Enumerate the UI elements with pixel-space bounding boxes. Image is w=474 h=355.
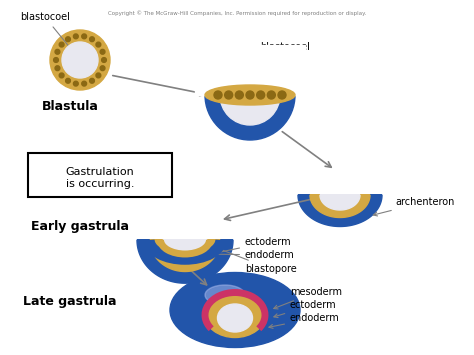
Circle shape bbox=[235, 91, 243, 99]
Text: ectoderm: ectoderm bbox=[274, 300, 337, 318]
Text: mesoderm: mesoderm bbox=[274, 287, 342, 309]
FancyBboxPatch shape bbox=[28, 153, 172, 197]
Circle shape bbox=[225, 91, 233, 99]
Circle shape bbox=[59, 73, 64, 78]
Text: ectoderm: ectoderm bbox=[213, 237, 292, 255]
Polygon shape bbox=[150, 240, 220, 272]
Polygon shape bbox=[137, 240, 233, 283]
Polygon shape bbox=[298, 195, 382, 226]
Circle shape bbox=[267, 91, 275, 99]
Text: Copyright © The McGraw-Hill Companies, Inc. Permission required for reproduction: Copyright © The McGraw-Hill Companies, I… bbox=[108, 10, 366, 16]
Circle shape bbox=[62, 42, 98, 78]
Circle shape bbox=[65, 78, 71, 83]
Circle shape bbox=[96, 73, 101, 78]
Text: Blastula: Blastula bbox=[42, 100, 99, 113]
Text: blastocoel: blastocoel bbox=[254, 42, 310, 63]
Circle shape bbox=[59, 42, 64, 47]
Circle shape bbox=[101, 58, 106, 62]
Circle shape bbox=[73, 34, 78, 39]
Polygon shape bbox=[310, 195, 370, 218]
Text: endoderm: endoderm bbox=[207, 250, 295, 260]
Circle shape bbox=[73, 81, 78, 86]
Text: Late gastrula: Late gastrula bbox=[23, 295, 117, 308]
Ellipse shape bbox=[205, 285, 245, 305]
Circle shape bbox=[90, 37, 94, 42]
Circle shape bbox=[205, 50, 295, 140]
Circle shape bbox=[100, 49, 105, 54]
Bar bbox=[210, 60, 290, 95]
Circle shape bbox=[96, 42, 101, 47]
Circle shape bbox=[246, 91, 254, 99]
Text: archenteron: archenteron bbox=[374, 197, 455, 216]
Text: Gastrulation
is occurring.: Gastrulation is occurring. bbox=[65, 167, 134, 189]
Circle shape bbox=[82, 34, 87, 39]
Circle shape bbox=[100, 66, 105, 71]
Text: blastocoel: blastocoel bbox=[20, 12, 77, 57]
Circle shape bbox=[278, 91, 286, 99]
Text: blastopore: blastopore bbox=[208, 244, 297, 274]
Circle shape bbox=[82, 81, 87, 86]
Ellipse shape bbox=[218, 304, 253, 332]
Circle shape bbox=[50, 30, 110, 90]
Circle shape bbox=[54, 58, 58, 62]
Circle shape bbox=[90, 78, 94, 83]
Polygon shape bbox=[163, 240, 207, 260]
Circle shape bbox=[55, 49, 60, 54]
Circle shape bbox=[65, 37, 71, 42]
Circle shape bbox=[256, 91, 264, 99]
Circle shape bbox=[220, 65, 280, 125]
Bar bbox=[195, 45, 305, 95]
Ellipse shape bbox=[205, 85, 295, 105]
Circle shape bbox=[214, 91, 222, 99]
Ellipse shape bbox=[205, 293, 265, 338]
Ellipse shape bbox=[170, 273, 300, 348]
Polygon shape bbox=[320, 195, 360, 210]
Circle shape bbox=[55, 66, 60, 71]
Text: Early gastrula: Early gastrula bbox=[31, 220, 129, 233]
Text: endoderm: endoderm bbox=[269, 313, 340, 328]
